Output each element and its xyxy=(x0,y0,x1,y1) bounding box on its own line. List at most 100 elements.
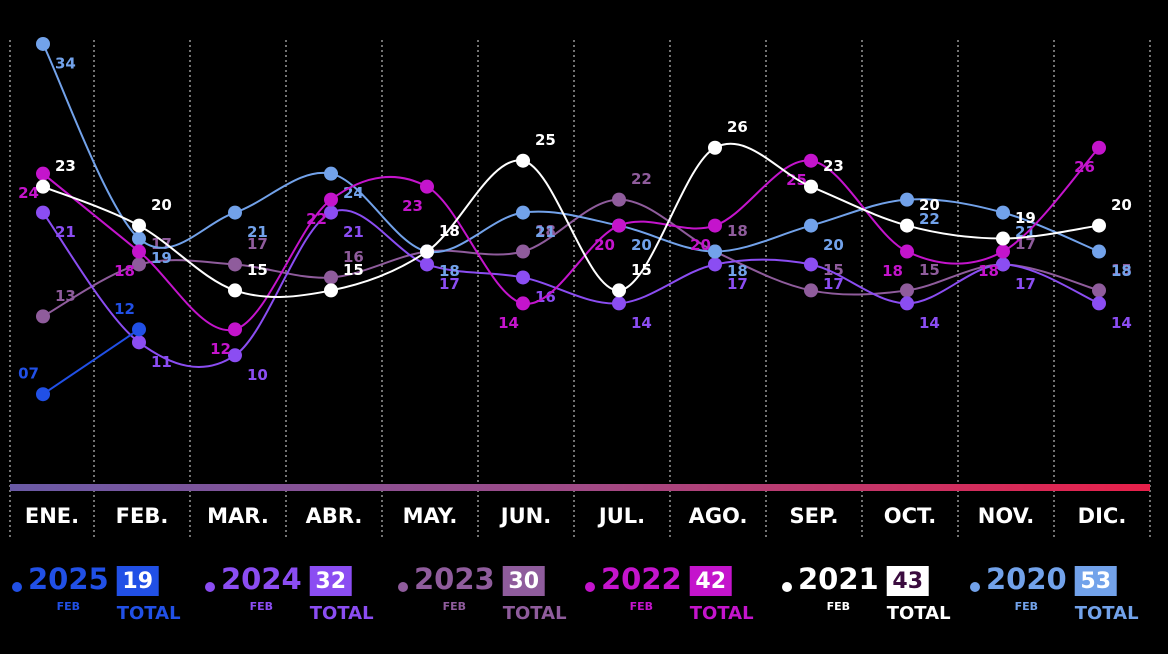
data-point xyxy=(324,205,338,220)
data-label: 18 xyxy=(439,222,460,240)
data-label: 22 xyxy=(631,170,652,188)
x-tick-label: FEB. xyxy=(116,504,169,528)
data-point xyxy=(420,257,434,272)
data-label: 12 xyxy=(114,300,135,318)
legend-dot xyxy=(205,582,215,592)
legend-badge xyxy=(309,566,352,596)
legend-dot xyxy=(782,582,792,592)
data-point xyxy=(804,153,818,168)
x-tick-label: MAY. xyxy=(403,504,458,528)
legend-total: TOTAL xyxy=(117,603,181,624)
legend-name: 2021 xyxy=(798,562,879,596)
data-point xyxy=(132,257,146,272)
data-label: 14 xyxy=(631,314,652,332)
legend-dot xyxy=(398,582,408,592)
data-label: 11 xyxy=(151,353,172,371)
legend-total: TOTAL xyxy=(1075,603,1139,624)
x-tick-label: JUL. xyxy=(597,504,645,528)
data-label: 13 xyxy=(55,287,76,305)
data-label: 12 xyxy=(210,340,231,358)
data-point xyxy=(708,257,722,272)
data-label: 20 xyxy=(1111,196,1132,214)
data-point xyxy=(804,218,818,233)
data-point xyxy=(36,309,50,324)
data-point xyxy=(420,179,434,194)
data-point xyxy=(324,166,338,181)
data-point xyxy=(132,218,146,233)
data-point xyxy=(1092,283,1106,298)
legend-item: 2021 FEB 43 TOTAL xyxy=(782,562,951,624)
data-point xyxy=(132,231,146,246)
x-tick-label: ENE. xyxy=(25,504,79,528)
legend-badge xyxy=(689,566,732,596)
legend-badge-value: 19 xyxy=(122,569,153,594)
legend-name: 2020 xyxy=(986,562,1067,596)
data-label: 07 xyxy=(18,365,39,383)
data-label: 18 xyxy=(978,262,999,280)
data-label: 17 xyxy=(1015,275,1036,293)
legend-sub: FEB xyxy=(57,600,80,613)
x-tick-label: SEP. xyxy=(790,504,839,528)
legend-badge xyxy=(502,566,545,596)
data-point xyxy=(900,296,914,311)
data-point xyxy=(996,205,1010,220)
data-label: 10 xyxy=(247,366,268,384)
data-point xyxy=(708,140,722,155)
legend-item: 2020 FEB 53 TOTAL xyxy=(970,562,1139,624)
legend-badge-value: 32 xyxy=(315,569,346,594)
data-label: 21 xyxy=(343,223,364,241)
data-label: 17 xyxy=(247,235,268,253)
data-point xyxy=(132,244,146,259)
legend-dot xyxy=(12,582,22,592)
data-label: 15 xyxy=(247,261,268,279)
data-label: 20 xyxy=(151,196,172,214)
data-label: 24 xyxy=(18,184,39,202)
legend-name: 2022 xyxy=(601,562,682,596)
data-point xyxy=(804,179,818,194)
data-point xyxy=(36,387,50,402)
data-label: 15 xyxy=(343,261,364,279)
legend-name: 2023 xyxy=(414,562,495,596)
legend-name: 2025 xyxy=(28,562,109,596)
legend-badge-value: 30 xyxy=(508,569,539,594)
data-label: 21 xyxy=(55,223,76,241)
data-point xyxy=(228,257,242,272)
data-point xyxy=(228,283,242,298)
data-point xyxy=(228,205,242,220)
legend-item: 2024 FEB 32 TOTAL xyxy=(205,562,374,624)
legend-total: TOTAL xyxy=(310,603,374,624)
data-label: 22 xyxy=(919,210,940,228)
data-point xyxy=(900,283,914,298)
data-label: 20 xyxy=(594,236,615,254)
data-label: 18 xyxy=(727,262,748,280)
x-tick-label: JUN. xyxy=(499,504,551,528)
stripes xyxy=(9,40,1151,540)
data-point xyxy=(1092,218,1106,233)
legend-sub: FEB xyxy=(443,600,466,613)
legend-badge-value: 53 xyxy=(1080,569,1111,594)
data-label: 25 xyxy=(535,131,556,149)
x-tick-label: AGO. xyxy=(689,504,748,528)
data-point xyxy=(996,244,1010,259)
data-point xyxy=(516,296,530,311)
data-label: 23 xyxy=(402,197,423,215)
data-point xyxy=(516,244,530,259)
legend-item: 2022 FEB 42 TOTAL xyxy=(585,562,754,624)
data-point xyxy=(1092,244,1106,259)
data-point xyxy=(36,205,50,220)
data-point xyxy=(132,335,146,350)
data-point xyxy=(36,166,50,181)
legend-badge-value: 42 xyxy=(695,569,726,594)
data-point xyxy=(996,231,1010,246)
data-point xyxy=(324,283,338,298)
legend-total: TOTAL xyxy=(503,603,567,624)
data-point xyxy=(708,218,722,233)
legend-dot xyxy=(970,582,980,592)
data-label: 15 xyxy=(631,261,652,279)
data-label: 14 xyxy=(1111,314,1132,332)
data-label: 16 xyxy=(343,248,364,266)
data-point xyxy=(324,192,338,207)
data-label: 21 xyxy=(247,223,268,241)
